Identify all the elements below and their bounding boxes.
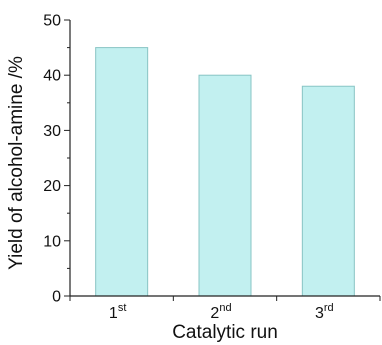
x-category-label-3: 3rd	[315, 302, 334, 322]
y-tick-label: 30	[43, 123, 61, 140]
x-category-label-1: 1st	[109, 302, 126, 322]
y-axis-title: Yield of alcohol-amine /%	[6, 56, 27, 270]
y-tick-label: 40	[43, 68, 61, 85]
x-ticks-group: 1st 2nd 3rd	[69, 296, 381, 322]
x-axis-title: Catalytic run	[172, 322, 278, 343]
bar-3	[301, 85, 355, 297]
y-tick-label: 20	[43, 178, 61, 195]
y-tick-label: 50	[43, 13, 61, 30]
y-ticks-group: 0 10 20 30 40 50	[43, 13, 70, 306]
y-tick-label: 10	[43, 233, 61, 250]
bar-1	[95, 47, 149, 297]
bar-2	[198, 74, 252, 297]
y-tick-label: 0	[52, 289, 61, 306]
bars-group	[95, 47, 355, 297]
x-category-label-2: 2nd	[210, 302, 231, 322]
